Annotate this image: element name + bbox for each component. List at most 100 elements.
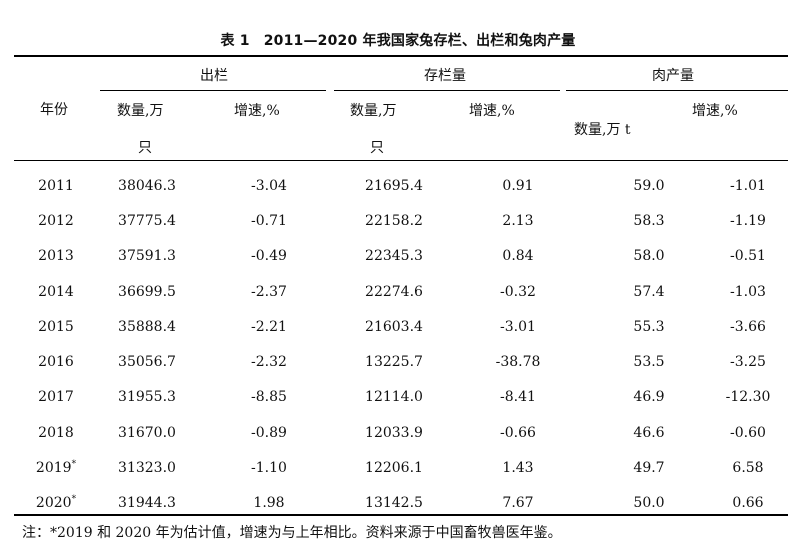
year-cell: 2015	[14, 309, 98, 344]
stock-qty-cell: 22158.2	[342, 203, 446, 238]
group-rule-stock	[334, 90, 560, 91]
stock-qty-cell-text: 12114.0	[365, 389, 423, 406]
year-cell-text: 2011	[38, 177, 74, 194]
out-qty-cell: 31670.0	[98, 415, 196, 450]
meat-qty-cell-text: 46.9	[633, 389, 665, 406]
stock-qty-cell-text: 13225.7	[365, 354, 423, 371]
out-growth-cell: -0.89	[196, 415, 342, 450]
meat-growth-cell-text: -0.51	[730, 248, 766, 265]
year-cell: 2020*	[14, 486, 98, 521]
meat-qty-cell-text: 50.0	[633, 495, 665, 512]
meat-qty-cell-text: 46.6	[633, 424, 665, 441]
meat-qty-cell-text: 58.3	[633, 212, 665, 229]
table-row: 2014 36699.5 -2.37 22274.6 -0.32 57.4 -1.03	[14, 274, 788, 309]
meat-qty-cell-text: 57.4	[633, 283, 665, 300]
header-group-stock: 存栏量	[424, 68, 466, 84]
header-group-out: 出栏	[200, 68, 228, 84]
stock-growth-cell: 0.91	[446, 168, 590, 203]
year-cell: 2018	[14, 415, 98, 450]
meat-growth-cell: -1.19	[708, 203, 788, 238]
table-row: 2019* 31323.0 -1.10 12206.1 1.43 49.7 6.58	[14, 450, 788, 485]
out-growth-cell: -2.32	[196, 344, 342, 379]
meat-qty-cell: 50.0	[590, 486, 708, 521]
header-stock-growth: 增速,%	[469, 103, 515, 119]
stock-growth-cell-text: 0.84	[502, 248, 534, 265]
year-cell-text: 2019	[35, 460, 72, 477]
stock-qty-cell: 22274.6	[342, 274, 446, 309]
out-growth-cell: -3.04	[196, 168, 342, 203]
stock-qty-cell-text: 22345.3	[365, 248, 423, 265]
stock-growth-cell-text: -0.32	[500, 283, 536, 300]
out-qty-cell: 36699.5	[98, 274, 196, 309]
table-row: 2013 37591.3 -0.49 22345.3 0.84 58.0 -0.51	[14, 239, 788, 274]
table-row: 2016 35056.7 -2.32 13225.7 -38.78 53.5 -3.25	[14, 344, 788, 379]
table-caption: 2011—2020 年我国家兔存栏、出栏和兔肉产量	[263, 33, 576, 49]
table-row: 2017 31955.3 -8.85 12114.0 -8.41 46.9 -12.30	[14, 380, 788, 415]
meat-qty-cell: 46.9	[590, 380, 708, 415]
out-qty-cell-text: 31944.3	[118, 495, 176, 512]
stock-growth-cell: -38.78	[446, 344, 590, 379]
meat-growth-cell: -3.66	[708, 309, 788, 344]
year-cell-text: 2013	[38, 248, 74, 265]
header-meat-qty: 数量,万 t	[574, 122, 631, 138]
stock-qty-cell: 21603.4	[342, 309, 446, 344]
header-stock-qty-line1: 数量,万	[350, 103, 397, 119]
out-qty-cell: 35888.4	[98, 309, 196, 344]
out-growth-cell-text: -2.37	[251, 283, 287, 300]
out-growth-cell: -8.85	[196, 380, 342, 415]
stock-growth-cell-text: -8.41	[500, 389, 536, 406]
out-qty-cell: 31323.0	[98, 450, 196, 485]
stock-growth-cell-text: 7.67	[502, 495, 534, 512]
meat-growth-cell-text: -1.03	[730, 283, 766, 300]
table-row: 2012 37775.4 -0.71 22158.2 2.13 58.3 -1.19	[14, 203, 788, 238]
out-qty-cell: 38046.3	[98, 168, 196, 203]
meat-growth-cell: 6.58	[708, 450, 788, 485]
out-qty-cell-text: 35056.7	[118, 354, 176, 371]
meat-growth-cell: -1.01	[708, 168, 788, 203]
year-cell: 2019*	[14, 450, 98, 485]
year-cell-text: 2012	[38, 212, 74, 229]
group-rule-meat	[566, 90, 788, 91]
out-qty-cell: 31944.3	[98, 486, 196, 521]
year-cell: 2013	[14, 239, 98, 274]
out-growth-cell-text: -0.49	[251, 248, 287, 265]
out-growth-cell: -2.37	[196, 274, 342, 309]
stock-growth-cell-text: -0.66	[500, 424, 536, 441]
out-growth-cell: -1.10	[196, 450, 342, 485]
out-qty-cell-text: 31955.3	[118, 389, 176, 406]
stock-growth-cell: 7.67	[446, 486, 590, 521]
year-cell: 2011	[14, 168, 98, 203]
estimate-mark: *	[71, 459, 77, 470]
out-growth-cell: -2.21	[196, 309, 342, 344]
out-qty-cell-text: 38046.3	[118, 177, 176, 194]
meat-growth-cell-text: 0.66	[732, 495, 764, 512]
top-rule	[14, 55, 788, 57]
stock-growth-cell: -3.01	[446, 309, 590, 344]
stock-qty-cell: 13225.7	[342, 344, 446, 379]
bottom-rule	[14, 514, 788, 516]
header-rule	[14, 160, 788, 161]
out-growth-cell-text: -1.10	[251, 460, 287, 477]
stock-growth-cell-text: 1.43	[502, 460, 534, 477]
meat-qty-cell: 59.0	[590, 168, 708, 203]
meat-growth-cell-text: -1.19	[730, 212, 766, 229]
out-growth-cell: -0.71	[196, 203, 342, 238]
year-cell-text: 2015	[38, 318, 74, 335]
stock-qty-cell: 12206.1	[342, 450, 446, 485]
header-out-growth: 增速,%	[234, 103, 280, 119]
meat-growth-cell-text: -3.66	[730, 318, 766, 335]
meat-qty-cell-text: 53.5	[633, 354, 665, 371]
stock-growth-cell-text: 2.13	[502, 212, 534, 229]
meat-qty-cell: 46.6	[590, 415, 708, 450]
meat-qty-cell: 57.4	[590, 274, 708, 309]
out-growth-cell-text: -8.85	[251, 389, 287, 406]
table-row: 2020* 31944.3 1.98 13142.5 7.67 50.0 0.66	[14, 486, 788, 521]
meat-qty-cell: 58.0	[590, 239, 708, 274]
meat-qty-cell: 58.3	[590, 203, 708, 238]
table-note: 注：*2019 和 2020 年为估计值，增速为与上年相比。资料来源于中国畜牧兽…	[22, 525, 562, 541]
out-qty-cell-text: 35888.4	[118, 318, 176, 335]
stock-growth-cell: -8.41	[446, 380, 590, 415]
meat-qty-cell-text: 55.3	[633, 318, 665, 335]
stock-growth-cell: -0.66	[446, 415, 590, 450]
meat-qty-cell: 49.7	[590, 450, 708, 485]
